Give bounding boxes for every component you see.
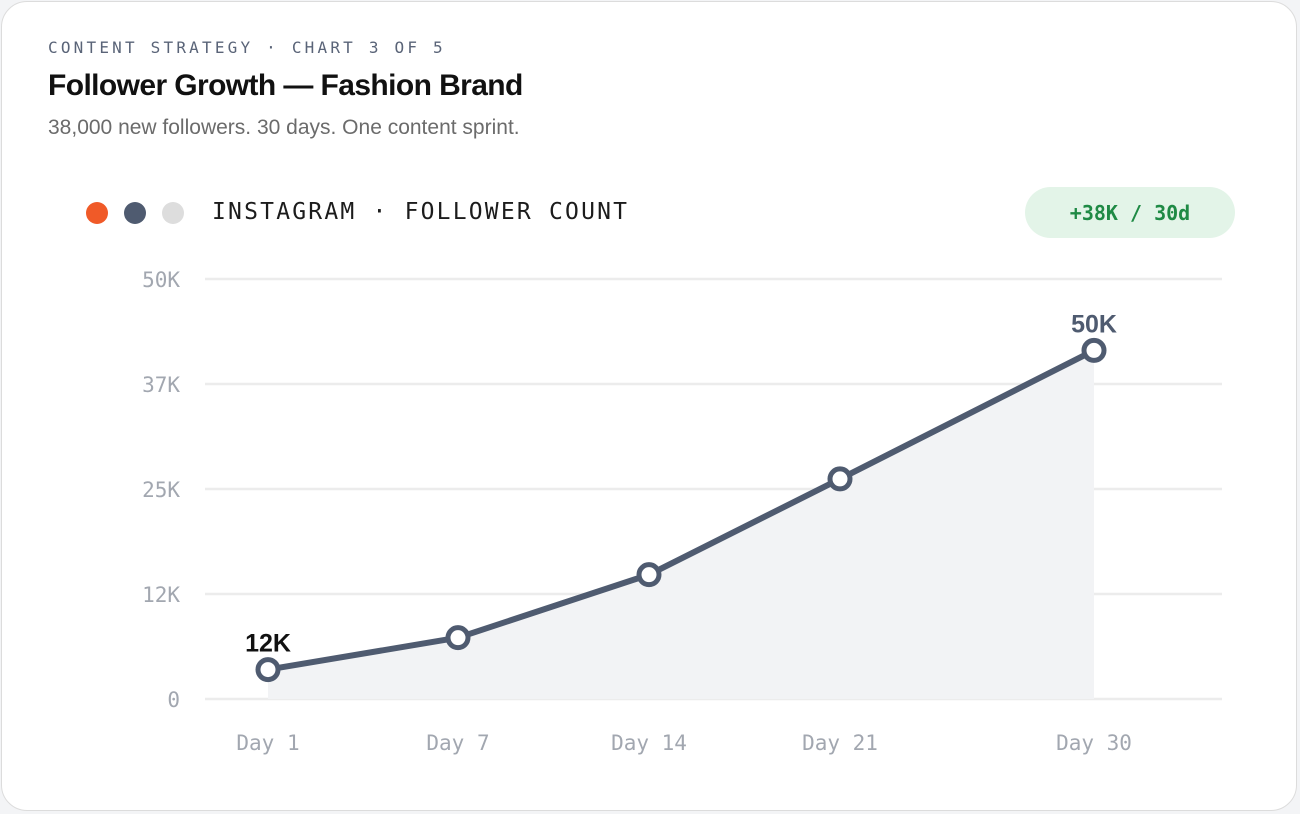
legend-dot-gray [162,202,184,224]
data-label: 12K [245,630,291,658]
y-tick-label: 50K [142,268,180,292]
chart-subtitle: 38,000 new followers. 30 days. One conte… [48,116,520,139]
legend-label: INSTAGRAM · FOLLOWER COUNT [212,199,630,225]
x-tick-label: Day 14 [611,731,687,755]
chart-title: Follower Growth — Fashion Brand [48,69,523,102]
y-tick-label: 25K [142,478,180,502]
data-point [255,657,281,683]
legend-dot-slate [124,202,146,224]
legend-dot-orange [86,202,108,224]
x-tick-label: Day 21 [802,731,878,755]
data-point [445,625,471,651]
data-label: 50K [1071,310,1117,338]
data-point [636,562,662,588]
y-tick-label: 12K [142,583,180,607]
data-point [1081,337,1107,363]
growth-badge: +38K / 30d [1025,187,1235,238]
y-tick-label: 0 [167,688,180,712]
eyebrow-label: CONTENT STRATEGY · CHART 3 OF 5 [48,38,446,57]
x-tick-label: Day 1 [236,731,299,755]
y-tick-label: 37K [142,373,180,397]
x-tick-label: Day 7 [426,731,489,755]
data-point [827,466,853,492]
area-fill [268,350,1094,699]
x-tick-label: Day 30 [1056,731,1132,755]
